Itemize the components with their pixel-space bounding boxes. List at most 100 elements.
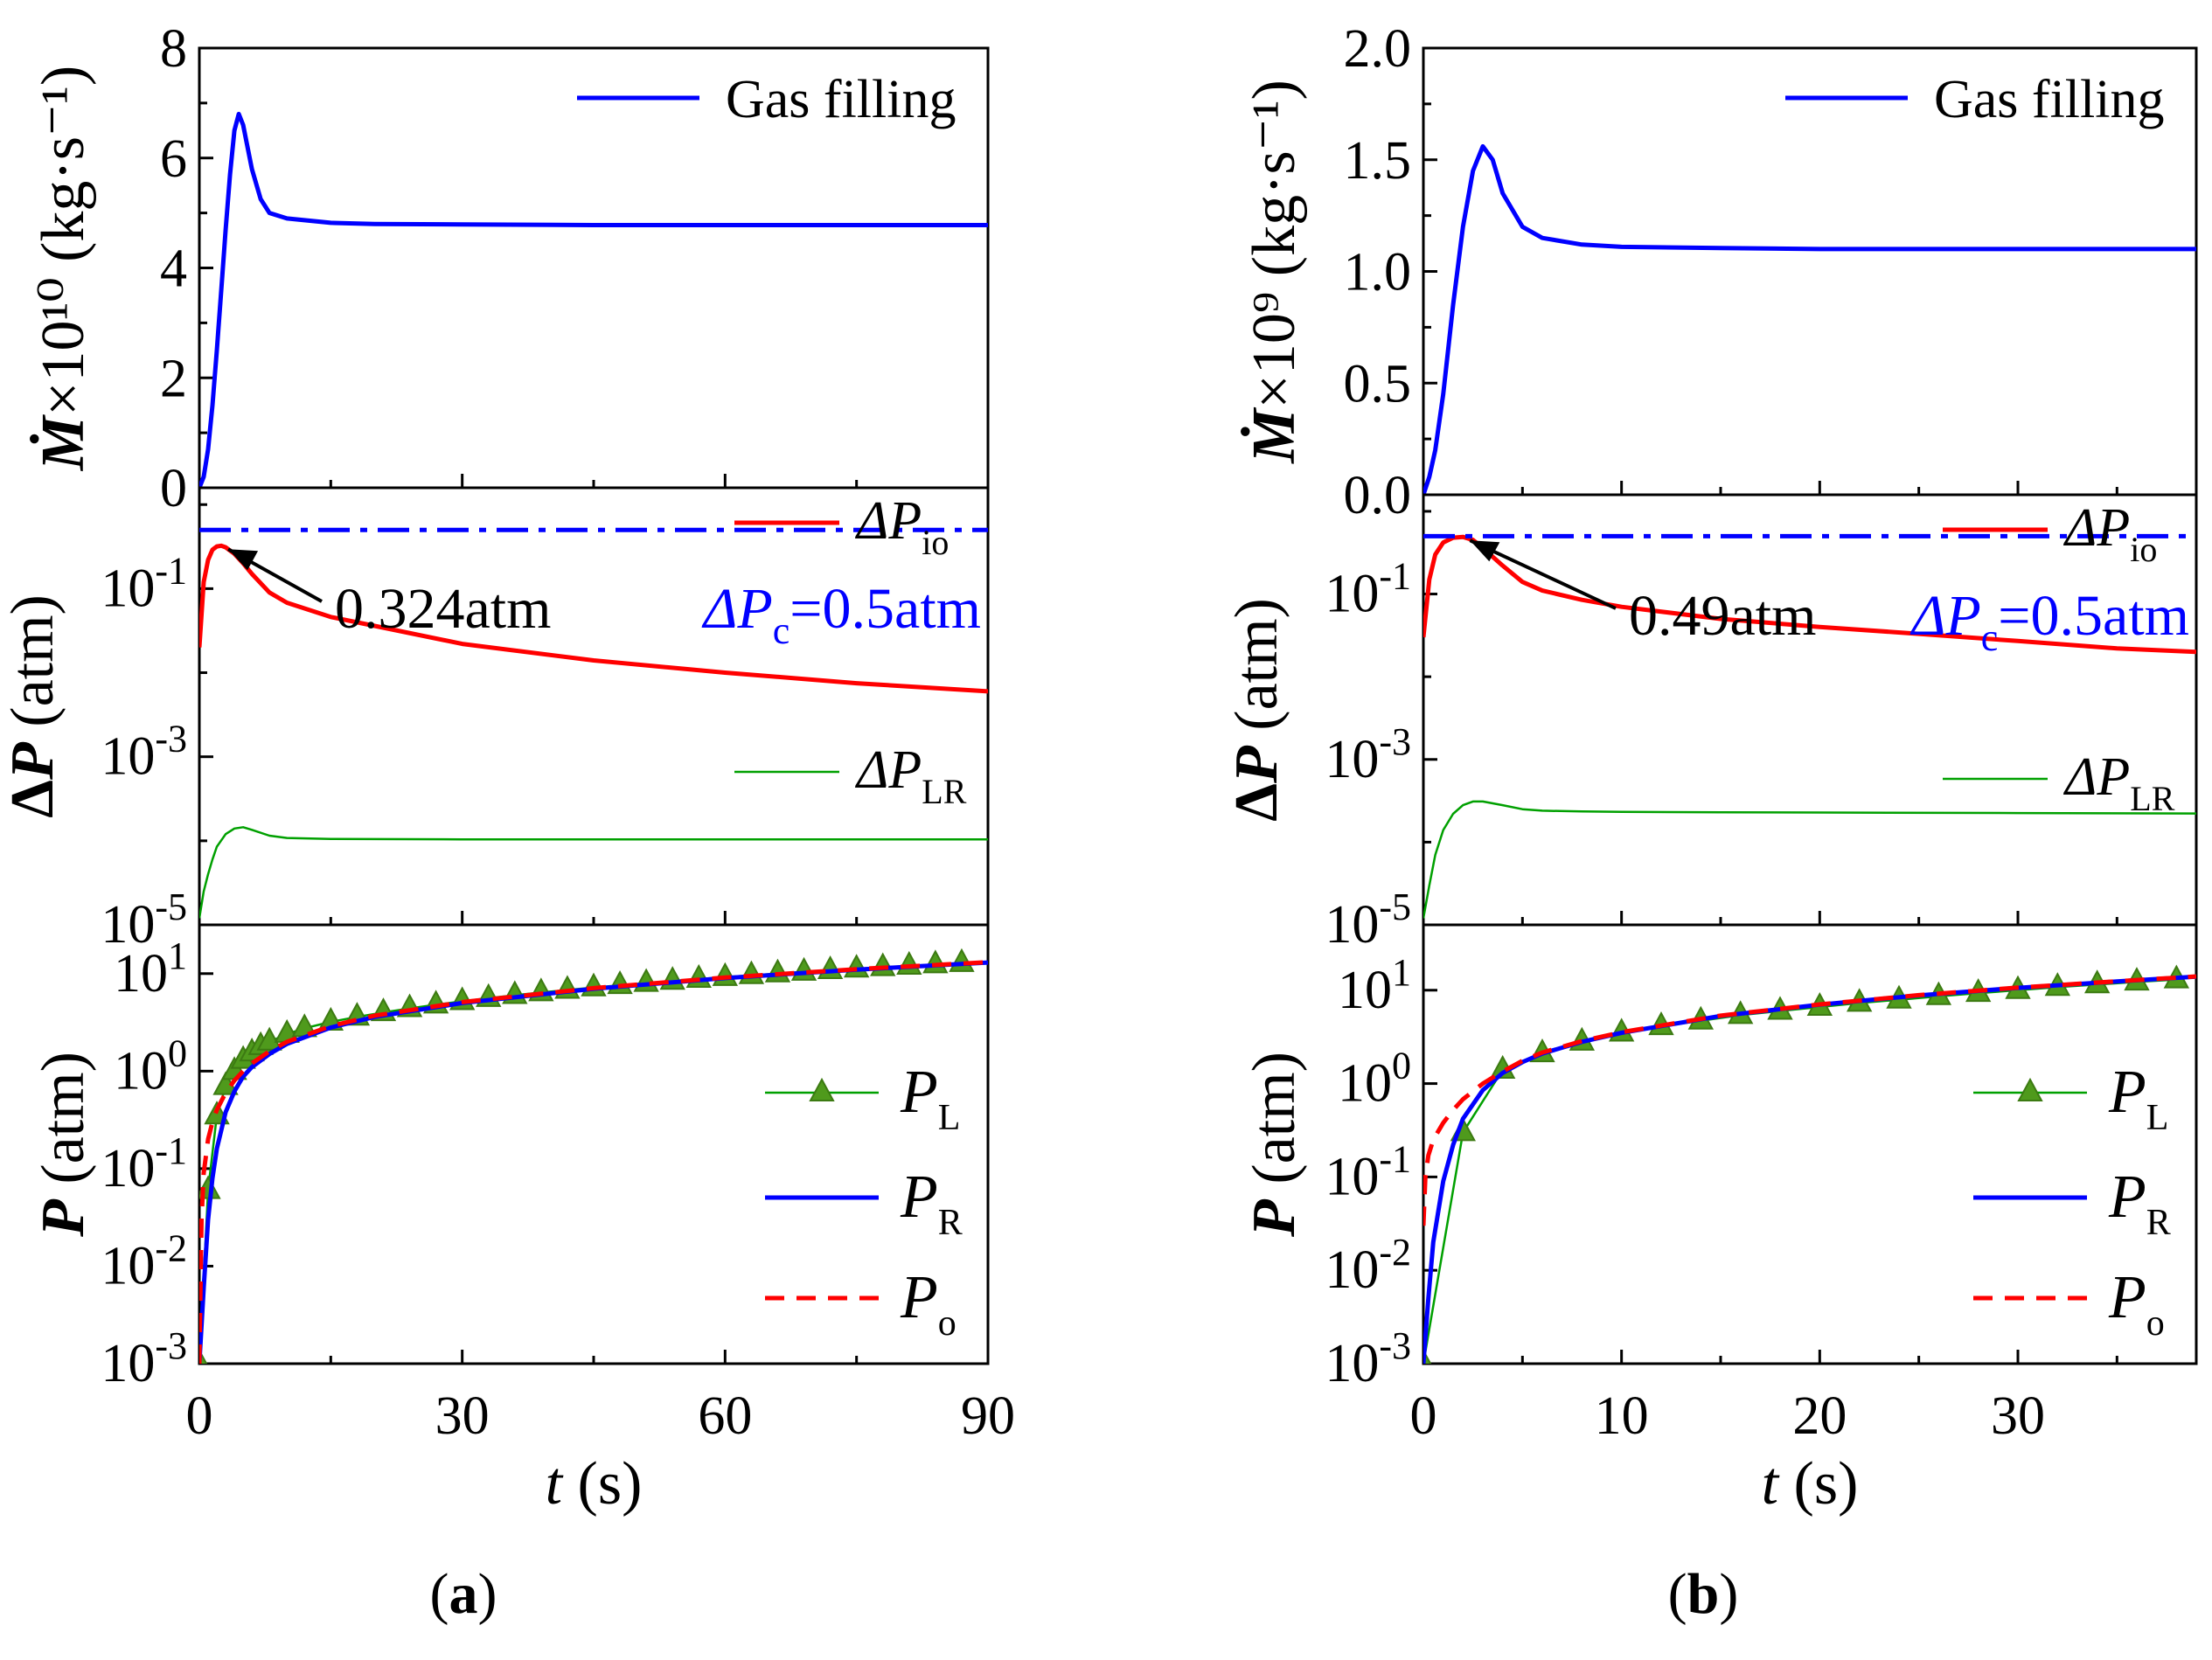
- y-tick-label: 10-2: [101, 1226, 187, 1295]
- subplot-p: 10-3 10-2 10-1 100 101 P (atm) PL PR Po: [30, 923, 990, 1393]
- series-line-Gas filling: [199, 111, 988, 488]
- panel-label: (a): [430, 1562, 497, 1626]
- x-tick-label: 0: [186, 1386, 213, 1446]
- legend-label: ΔPio: [2062, 498, 2157, 569]
- panel-label: (b): [1668, 1562, 1739, 1626]
- data-point-marker: [712, 962, 739, 986]
- data-point-marker: [607, 969, 633, 995]
- series-line-ΔP_io: [199, 543, 988, 694]
- data-point-marker: [949, 948, 975, 972]
- y-axis-label: Ṁ×10⁹ (kg·s⁻¹): [1241, 80, 1308, 464]
- y-tick-label: 100: [1338, 1045, 1411, 1114]
- legend-label: PL: [900, 1059, 960, 1138]
- data-point-marker: [554, 975, 581, 999]
- y-tick-label: 6: [160, 129, 187, 189]
- series-line-ΔP_LR: [199, 826, 988, 919]
- y-tick-label: 10-1: [1325, 1137, 1411, 1206]
- series-line-P_o: [1423, 974, 2196, 1226]
- data-point-marker: [764, 958, 791, 983]
- y-axis-label: ΔP (atm): [0, 594, 66, 818]
- series-line-P_o: [199, 960, 988, 1364]
- series-line-ΔP_io: [1423, 534, 2196, 655]
- series-line-P_L: [1423, 978, 2177, 1364]
- y-tick-label: 101: [114, 934, 187, 1004]
- x-tick-label: 10: [1595, 1386, 1649, 1446]
- legend-label: Po: [900, 1264, 956, 1344]
- data-point-marker: [659, 966, 685, 990]
- series-group: [199, 111, 988, 488]
- legend-label: PL: [2108, 1059, 2168, 1138]
- legend-label: Gas filling: [1934, 70, 2164, 129]
- annotation-arrowhead: [228, 549, 259, 571]
- data-point-marker: [581, 972, 607, 997]
- y-axis-label: P (atm): [1241, 1052, 1308, 1238]
- x-axis-label: t (s): [546, 1450, 643, 1518]
- y-axis-label: Ṁ×10¹⁰ (kg·s⁻¹): [30, 66, 97, 471]
- y-tick-label: 10-2: [1325, 1231, 1411, 1300]
- legend-label: Po: [2108, 1264, 2165, 1344]
- y-tick-label: 1.0: [1344, 243, 1412, 302]
- x-tick-label: 90: [961, 1386, 1015, 1446]
- series-line-Gas filling: [1423, 143, 2196, 495]
- series-group: [1423, 533, 2196, 919]
- peak-annotation: 0.324atm: [335, 577, 551, 641]
- subplot-dp: 10-5 10-3 10-1 ΔP (atm) ΔPio ΔPLR 0.324atm ΔPc=…: [0, 486, 990, 955]
- legend-marker: [809, 1077, 835, 1101]
- peak-annotation: 0.49atm: [1629, 584, 1816, 648]
- legend-marker: [2017, 1077, 2043, 1101]
- series-group: [1423, 964, 2196, 1364]
- plot-frame: [1422, 493, 2198, 927]
- y-tick-label: 101: [1338, 951, 1411, 1020]
- series-line-P_R: [1423, 974, 2196, 1364]
- y-axis-label: ΔP (atm): [1223, 598, 1290, 822]
- y-tick-label: 0.5: [1344, 354, 1412, 413]
- data-point-marker: [685, 963, 712, 988]
- y-tick-label: 1.5: [1344, 131, 1412, 191]
- x-tick-label: 20: [1792, 1386, 1847, 1446]
- series-line-P_L: [199, 962, 962, 1364]
- subplot-mdot: 0 2 4 6 8 Ṁ×10¹⁰ (kg·s⁻¹) Gas filling: [30, 19, 990, 518]
- x-axis-label: t (s): [1762, 1450, 1859, 1518]
- y-tick-label: 10-1: [101, 549, 187, 618]
- legend-label: Gas filling: [726, 70, 956, 129]
- x-tick-label: 60: [698, 1386, 752, 1446]
- data-point-marker: [256, 1026, 282, 1051]
- legend-label: ΔPio: [854, 491, 949, 562]
- y-tick-label: 10-3: [1325, 1324, 1411, 1393]
- data-point-marker: [896, 950, 922, 975]
- plot-frame: [198, 486, 990, 927]
- y-tick-label: 10-3: [101, 1324, 187, 1393]
- x-tick-label: 30: [1991, 1386, 2045, 1446]
- y-tick-label: 10-3: [1325, 720, 1411, 789]
- data-point-marker: [817, 955, 844, 980]
- y-tick-label: 10-5: [101, 886, 187, 955]
- y-tick-label: 8: [160, 19, 187, 79]
- y-tick-label: 10-3: [101, 718, 187, 787]
- y-tick-label: 0.0: [1344, 466, 1412, 525]
- plot-frame: [1422, 923, 2198, 1365]
- data-point-marker: [843, 954, 870, 978]
- series-group: [199, 527, 988, 919]
- y-tick-label: 4: [160, 240, 187, 299]
- critical-pressure-label: ΔPc=0.5atm: [701, 577, 981, 652]
- x-tick-label: 30: [435, 1386, 490, 1446]
- data-point-marker: [633, 968, 659, 992]
- subplot-mdot: 0.0 0.5 1.0 1.5 2.0 Ṁ×10⁹ (kg·s⁻¹) Gas filling: [1241, 19, 2198, 525]
- panel-b: 0.0 0.5 1.0 1.5 2.0 Ṁ×10⁹ (kg·s⁻¹) Gas filling…: [1223, 19, 2198, 1626]
- y-tick-label: 10-5: [1325, 886, 1411, 955]
- series-line-ΔP_LR: [1423, 800, 2196, 919]
- series-line-P_R: [199, 960, 988, 1364]
- subplot-p: 10-3 10-2 10-1 100 101 P (atm) PL PR Po: [1241, 923, 2198, 1393]
- series-group: [199, 948, 988, 1364]
- data-point-marker: [922, 949, 949, 974]
- y-tick-label: 100: [114, 1031, 187, 1101]
- y-tick-label: 10-1: [1325, 555, 1411, 624]
- legend-label: PR: [900, 1163, 963, 1243]
- y-tick-label: 10-1: [101, 1129, 187, 1198]
- series-group: [1423, 143, 2196, 495]
- annotation-arrowhead: [1470, 540, 1500, 562]
- legend-label: PR: [2108, 1163, 2171, 1243]
- critical-pressure-label: ΔPc=0.5atm: [1909, 584, 2189, 659]
